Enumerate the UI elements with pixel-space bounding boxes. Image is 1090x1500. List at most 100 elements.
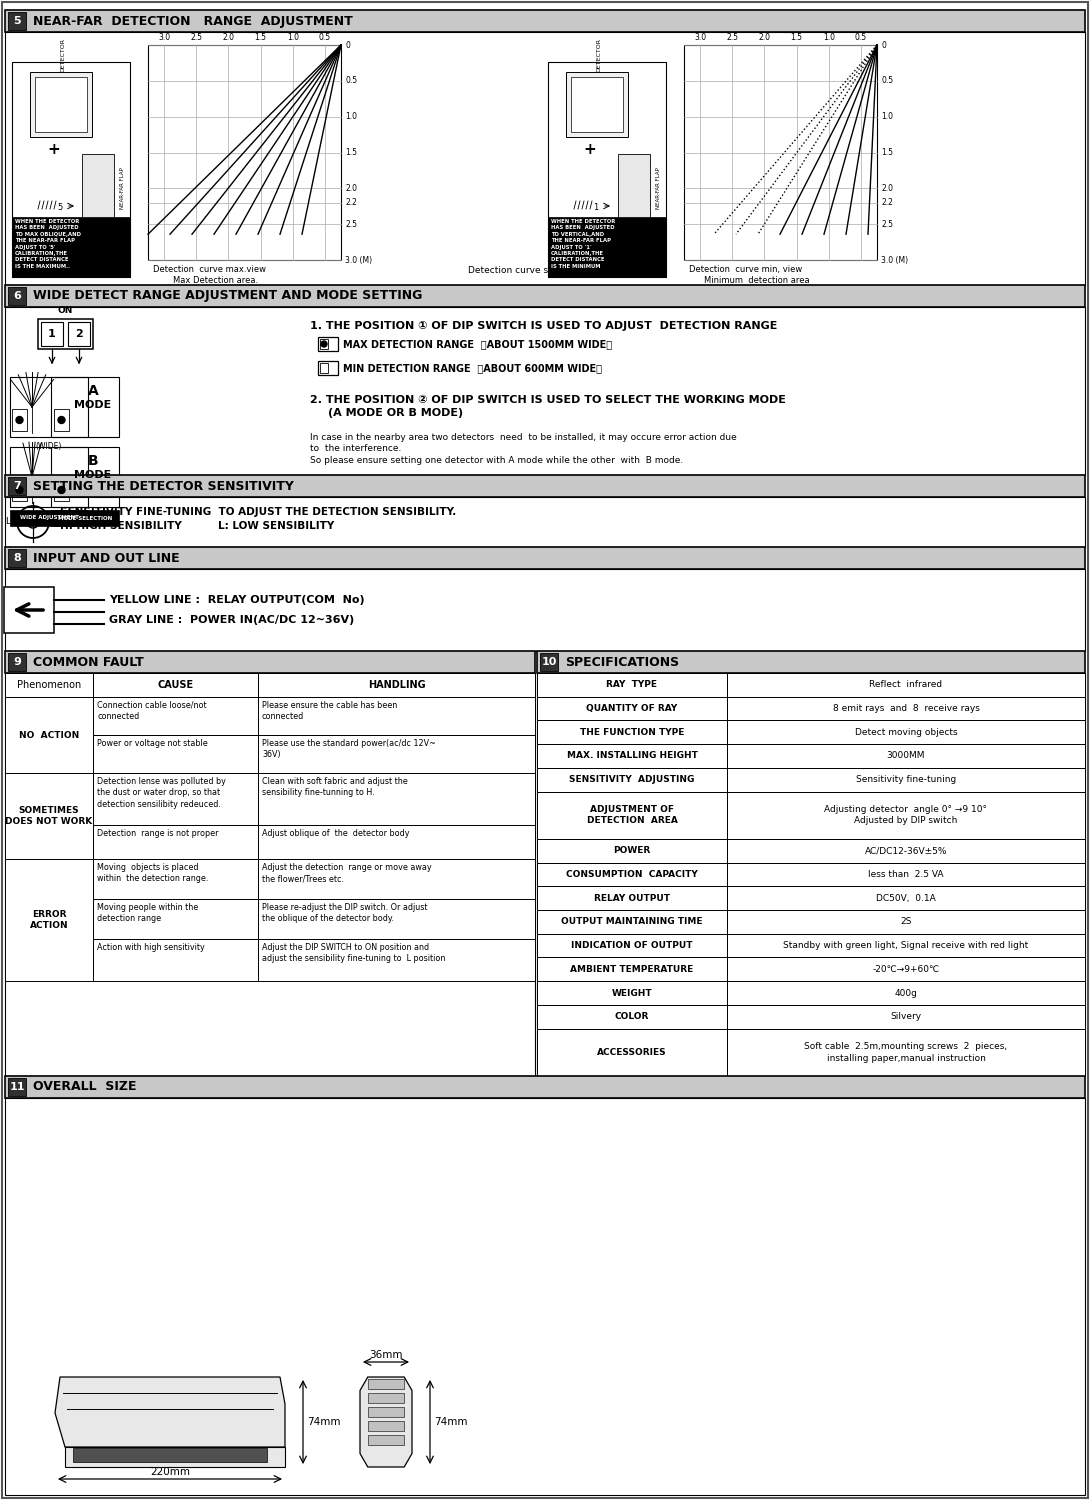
Text: COMMON FAULT: COMMON FAULT bbox=[33, 656, 144, 669]
Bar bbox=[10, 376, 88, 436]
Text: 2. THE POSITION ② OF DIP SWITCH IS USED TO SELECT THE WORKING MODE: 2. THE POSITION ② OF DIP SWITCH IS USED … bbox=[310, 394, 786, 405]
Text: Clean with soft fabric and adjust the
sensibility fine-tunning to H.: Clean with soft fabric and adjust the se… bbox=[262, 777, 408, 798]
Text: 3.0: 3.0 bbox=[694, 33, 706, 42]
Bar bbox=[65, 1448, 284, 1467]
Text: INPUT AND OUT LINE: INPUT AND OUT LINE bbox=[33, 552, 180, 564]
Text: NEAR-FAR  DETECTION   RANGE  ADJUSTMENT: NEAR-FAR DETECTION RANGE ADJUSTMENT bbox=[33, 15, 353, 27]
Text: HANDLING: HANDLING bbox=[367, 680, 425, 690]
Text: 7: 7 bbox=[13, 482, 21, 490]
Bar bbox=[51, 376, 119, 436]
Bar bbox=[5, 859, 93, 981]
Text: Max Detection area.: Max Detection area. bbox=[173, 276, 258, 285]
Text: Soft cable  2.5m,mounting screws  2  pieces,
installing paper,manual instruction: Soft cable 2.5m,mounting screws 2 pieces… bbox=[804, 1042, 1007, 1062]
Bar bbox=[5, 674, 93, 698]
Bar bbox=[537, 981, 727, 1005]
Bar bbox=[537, 1029, 727, 1075]
Bar bbox=[5, 32, 1085, 285]
Bar bbox=[727, 957, 1085, 981]
Bar bbox=[368, 1407, 404, 1416]
Text: 2.5: 2.5 bbox=[191, 33, 203, 42]
Bar bbox=[258, 898, 535, 939]
Text: (A MODE OR B MODE): (A MODE OR B MODE) bbox=[328, 408, 463, 419]
Bar bbox=[258, 698, 535, 735]
Bar bbox=[548, 62, 666, 278]
Bar bbox=[73, 1448, 267, 1462]
Text: SENSITIVITY FINE-TUNING  TO ADJUST THE DETECTION SENSIBILITY.: SENSITIVITY FINE-TUNING TO ADJUST THE DE… bbox=[60, 507, 457, 518]
Text: Moving people within the
detection range: Moving people within the detection range bbox=[97, 903, 198, 924]
Text: 3.0: 3.0 bbox=[158, 33, 170, 42]
Text: Minimum  detection area: Minimum detection area bbox=[704, 276, 810, 285]
Bar bbox=[258, 674, 535, 698]
Bar bbox=[368, 1434, 404, 1444]
Text: 1.5: 1.5 bbox=[881, 148, 893, 158]
Text: 1. THE POSITION ① OF DIP SWITCH IS USED TO ADJUST  DETECTION RANGE: 1. THE POSITION ① OF DIP SWITCH IS USED … bbox=[310, 321, 777, 332]
Bar bbox=[12, 410, 27, 430]
Bar bbox=[35, 76, 87, 132]
Text: 10: 10 bbox=[542, 657, 557, 668]
Bar bbox=[8, 1078, 26, 1096]
Bar bbox=[51, 510, 119, 526]
Bar bbox=[548, 217, 666, 278]
Bar bbox=[537, 744, 727, 768]
Text: Adjust the DIP SWITCH to ON position and
adjust the sensibility fine-tuning to  : Adjust the DIP SWITCH to ON position and… bbox=[262, 944, 446, 963]
Bar bbox=[5, 772, 93, 859]
Bar bbox=[727, 934, 1085, 957]
Text: RAY  TYPE: RAY TYPE bbox=[606, 681, 657, 690]
Text: DETECTOR: DETECTOR bbox=[61, 38, 65, 72]
Circle shape bbox=[16, 417, 23, 423]
Text: Power or voltage not stable: Power or voltage not stable bbox=[97, 740, 208, 748]
Bar bbox=[93, 825, 258, 860]
Text: WHEN THE DETECTOR
HAS BEEN  ADJUSTED
TO MAX OBLIQUE,AND
THE NEAR-FAR FLAP
ADJUST: WHEN THE DETECTOR HAS BEEN ADJUSTED TO M… bbox=[15, 219, 81, 268]
Text: WIDE ADJUSTMENT: WIDE ADJUSTMENT bbox=[20, 516, 78, 520]
Bar bbox=[8, 477, 26, 495]
Text: +: + bbox=[48, 141, 60, 156]
Text: 1.0: 1.0 bbox=[346, 112, 358, 122]
Bar bbox=[318, 362, 338, 375]
Text: MODE SELECTION: MODE SELECTION bbox=[58, 516, 112, 520]
Bar bbox=[8, 652, 26, 670]
Text: POWER: POWER bbox=[614, 846, 651, 855]
Text: 3000MM: 3000MM bbox=[887, 752, 925, 760]
Bar bbox=[537, 674, 727, 696]
Bar bbox=[537, 957, 727, 981]
Text: Detection curve side view(unit:m): Detection curve side view(unit:m) bbox=[468, 266, 622, 274]
Text: MIN DETECTION RANGE  （ABOUT 600MM WIDE）: MIN DETECTION RANGE （ABOUT 600MM WIDE） bbox=[343, 363, 602, 374]
Text: QUANTITY OF RAY: QUANTITY OF RAY bbox=[586, 704, 678, 712]
Text: 0.5: 0.5 bbox=[855, 33, 867, 42]
Text: -20℃→9+60℃: -20℃→9+60℃ bbox=[872, 964, 940, 974]
Text: CONSUMPTION  CAPACITY: CONSUMPTION CAPACITY bbox=[566, 870, 698, 879]
Text: ON: ON bbox=[58, 306, 73, 315]
Bar bbox=[93, 939, 258, 981]
Bar bbox=[368, 1392, 404, 1402]
Bar bbox=[51, 447, 119, 507]
Bar bbox=[727, 792, 1085, 838]
Text: 74mm: 74mm bbox=[434, 1418, 468, 1426]
Bar bbox=[54, 478, 69, 501]
Bar bbox=[4, 586, 54, 633]
Bar bbox=[10, 510, 88, 526]
Bar bbox=[82, 154, 114, 222]
Text: SETTING THE DETECTOR SENSITIVITY: SETTING THE DETECTOR SENSITIVITY bbox=[33, 480, 294, 492]
Bar bbox=[8, 549, 26, 567]
Text: Sensitivity fine-tuning: Sensitivity fine-tuning bbox=[856, 776, 956, 784]
Bar bbox=[258, 772, 535, 825]
Bar bbox=[618, 154, 650, 222]
Text: Please re-adjust the DIP switch. Or adjust
the oblique of the detector body.: Please re-adjust the DIP switch. Or adju… bbox=[262, 903, 427, 924]
Bar bbox=[5, 496, 1085, 548]
Bar bbox=[320, 363, 328, 374]
Text: 2: 2 bbox=[75, 328, 83, 339]
Bar bbox=[93, 735, 258, 772]
Bar bbox=[537, 651, 1085, 674]
Bar bbox=[540, 652, 558, 670]
Text: 2S: 2S bbox=[900, 918, 911, 927]
Text: A: A bbox=[87, 384, 98, 398]
Text: 5: 5 bbox=[13, 16, 21, 26]
Polygon shape bbox=[360, 1377, 412, 1467]
Text: AC/DC12-36V±5%: AC/DC12-36V±5% bbox=[864, 846, 947, 855]
Text: 8 emit rays  and  8  receive rays: 8 emit rays and 8 receive rays bbox=[833, 704, 980, 712]
Bar bbox=[727, 886, 1085, 910]
Bar bbox=[5, 1076, 1085, 1098]
Bar bbox=[93, 859, 258, 898]
Bar bbox=[68, 322, 90, 346]
Text: 2.0: 2.0 bbox=[222, 33, 234, 42]
